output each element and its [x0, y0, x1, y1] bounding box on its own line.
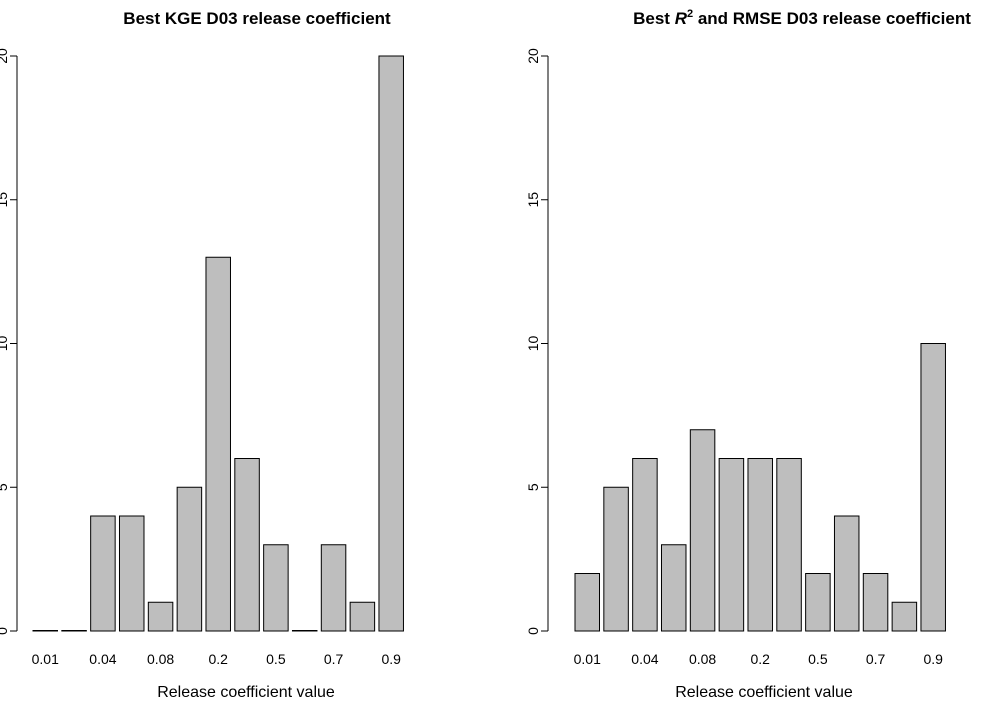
- x-axis-label: Release coefficient value: [157, 684, 335, 701]
- x-tick-labels: 0.01 0.04 0.08 0.2 0.5 0.7 0.9: [32, 651, 402, 667]
- y-ticks: 0 5 10 15 20: [0, 48, 17, 635]
- bar: [632, 458, 658, 632]
- y-tick-label: 15: [525, 192, 541, 208]
- title-superscript: 2: [687, 8, 693, 20]
- bar: [862, 573, 889, 632]
- chart-title: Best R2 and RMSE D03 release coefficient: [633, 8, 971, 28]
- bar: [234, 458, 260, 632]
- title-prefix: Best: [633, 9, 675, 28]
- x-tick-label: 0.01: [32, 651, 59, 667]
- kge-chart: Best KGE D03 release coefficient 0 5 10 15 2…: [0, 9, 404, 701]
- x-axis-label: Release coefficient value: [675, 684, 853, 701]
- bar: [603, 486, 629, 632]
- bar: [176, 486, 203, 632]
- bar: [320, 544, 347, 632]
- bar: [147, 601, 174, 632]
- bar: [32, 630, 58, 632]
- y-tick-label: 10: [525, 336, 541, 352]
- y-tick-label: 10: [0, 336, 10, 352]
- x-tick-label: 0.04: [89, 651, 116, 667]
- bar: [776, 458, 802, 632]
- bars: [32, 55, 404, 632]
- x-tick-label: 0.2: [208, 651, 228, 667]
- bar: [920, 343, 946, 632]
- x-tick-label: 0.5: [266, 651, 286, 667]
- x-tick-label: 0.01: [574, 651, 601, 667]
- x-tick-label: 0.7: [324, 651, 344, 667]
- bar: [349, 601, 376, 632]
- x-tick-label: 0.9: [923, 651, 943, 667]
- bar: [660, 544, 687, 632]
- x-tick-label: 0.9: [381, 651, 401, 667]
- x-tick-label: 0.08: [689, 651, 716, 667]
- r2-rmse-chart: Best R2 and RMSE D03 release coefficient…: [525, 8, 971, 701]
- bar: [689, 429, 716, 632]
- bar: [118, 515, 145, 632]
- bar: [205, 256, 231, 632]
- y-tick-label: 5: [525, 483, 541, 491]
- bar: [747, 458, 773, 632]
- y-tick-label: 20: [525, 48, 541, 64]
- bar: [90, 515, 116, 632]
- y-tick-label: 15: [0, 192, 10, 208]
- y-ticks: 0 5 10 15 20: [525, 48, 548, 635]
- title-italic-r: R: [675, 9, 688, 28]
- bar: [291, 630, 318, 632]
- bar: [378, 55, 404, 632]
- bar: [263, 544, 289, 632]
- bar: [805, 573, 831, 632]
- bar: [718, 458, 745, 632]
- bar: [833, 515, 860, 632]
- y-tick-label: 20: [0, 48, 10, 64]
- x-tick-label: 0.2: [750, 651, 770, 667]
- y-tick-label: 0: [525, 627, 541, 635]
- y-tick-label: 0: [0, 627, 10, 635]
- x-tick-label: 0.7: [866, 651, 886, 667]
- title-suffix: and RMSE D03 release coefficient: [693, 9, 971, 28]
- x-tick-label: 0.08: [147, 651, 174, 667]
- bar: [61, 630, 87, 632]
- y-tick-label: 5: [0, 483, 10, 491]
- x-tick-label: 0.04: [631, 651, 658, 667]
- x-tick-label: 0.5: [808, 651, 828, 667]
- bar: [574, 573, 600, 632]
- x-tick-labels: 0.01 0.04 0.08 0.2 0.5 0.7 0.9: [574, 651, 944, 667]
- bar: [891, 601, 918, 632]
- chart-title: Best KGE D03 release coefficient: [123, 9, 391, 28]
- bars: [574, 343, 946, 632]
